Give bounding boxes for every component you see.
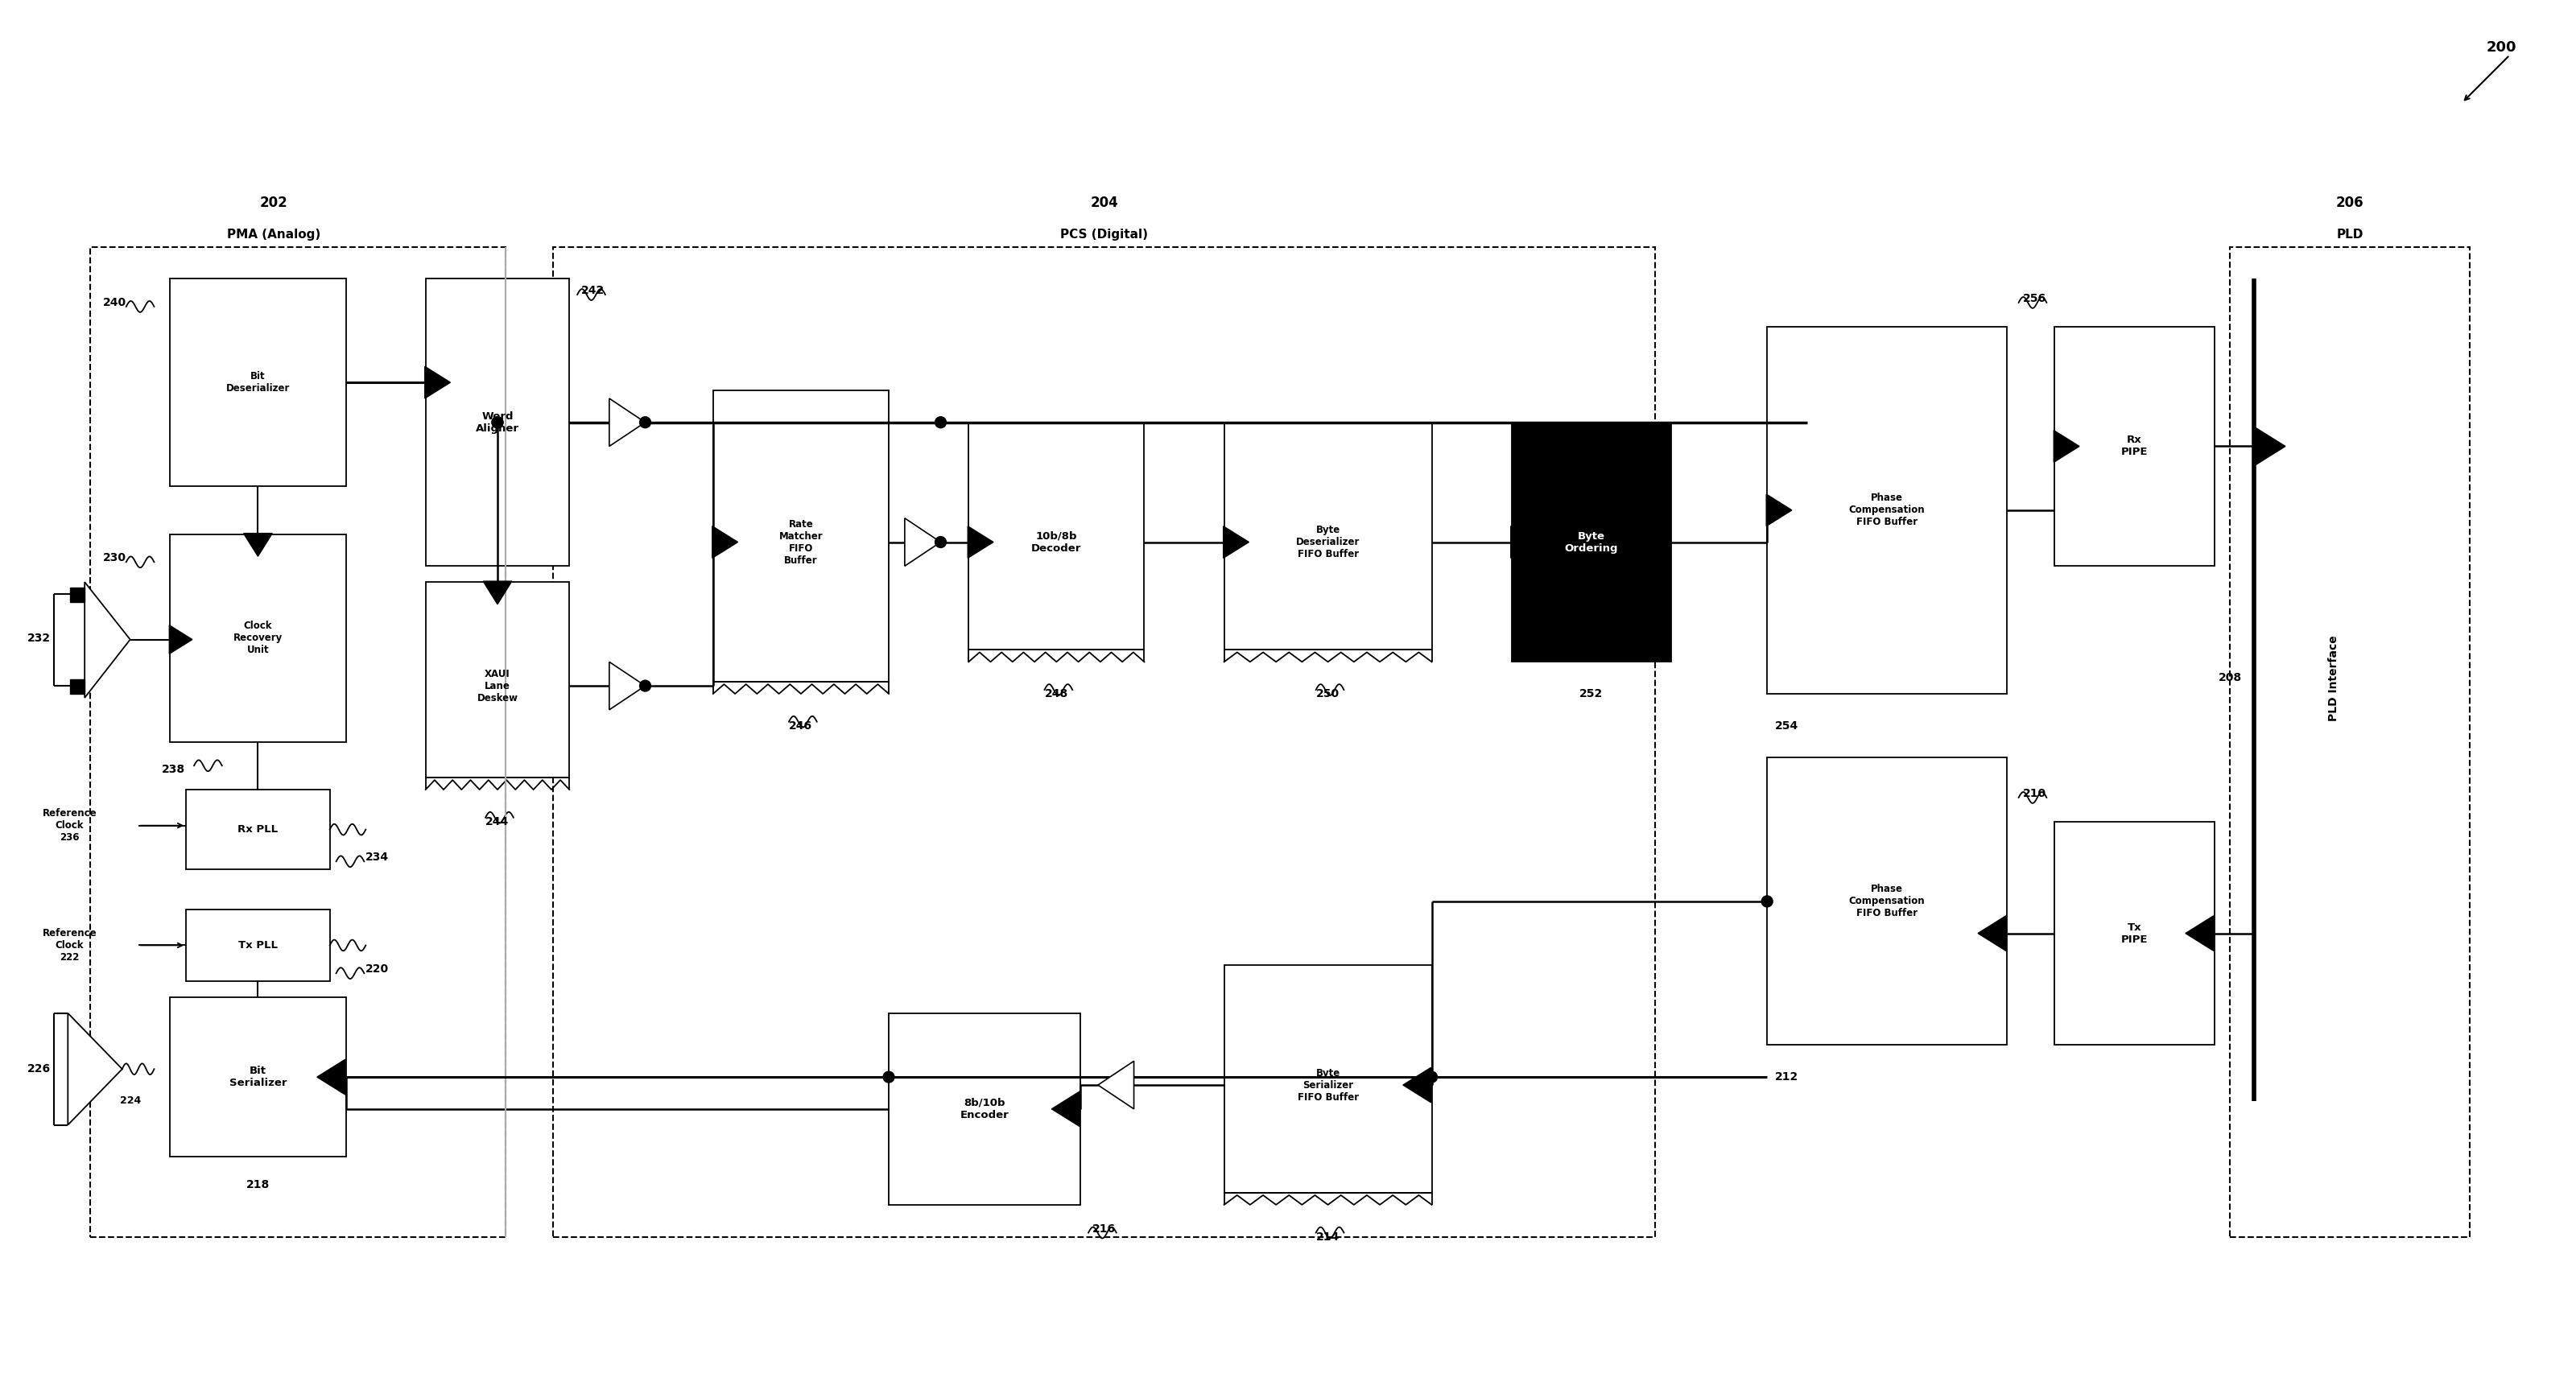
Text: 226: 226 [26, 1063, 52, 1074]
Text: XAUI
Lane
Deskew: XAUI Lane Deskew [477, 668, 518, 703]
Text: 8b/10b
Encoder: 8b/10b Encoder [961, 1098, 1010, 1120]
Polygon shape [317, 1059, 345, 1095]
FancyBboxPatch shape [969, 423, 1144, 650]
Text: 244: 244 [487, 816, 510, 827]
Polygon shape [2184, 916, 2213, 951]
Text: 224: 224 [118, 1096, 142, 1106]
Text: 246: 246 [788, 721, 811, 732]
Text: Bit
Deserializer: Bit Deserializer [227, 371, 291, 394]
FancyBboxPatch shape [170, 997, 345, 1157]
Polygon shape [904, 518, 940, 565]
Polygon shape [1767, 495, 1793, 527]
Circle shape [492, 417, 502, 428]
Text: Tx
PIPE: Tx PIPE [2120, 922, 2148, 945]
FancyBboxPatch shape [714, 391, 889, 682]
Polygon shape [714, 527, 737, 559]
Circle shape [1427, 1071, 1437, 1082]
Circle shape [492, 417, 502, 428]
Text: 204: 204 [1090, 195, 1118, 211]
Text: Rx PLL: Rx PLL [237, 825, 278, 834]
Polygon shape [85, 582, 131, 697]
Text: Word
Aligner: Word Aligner [477, 412, 520, 434]
Text: 206: 206 [2336, 195, 2365, 211]
Text: 202: 202 [260, 195, 289, 211]
Text: 200: 200 [2486, 40, 2517, 54]
Text: 256: 256 [2022, 292, 2045, 305]
Text: Clock
Recovery
Unit: Clock Recovery Unit [234, 621, 283, 656]
Circle shape [935, 536, 945, 547]
FancyBboxPatch shape [889, 1013, 1079, 1204]
Text: Rate
Matcher
FIFO
Buffer: Rate Matcher FIFO Buffer [778, 518, 822, 565]
Text: Byte
Ordering: Byte Ordering [1564, 531, 1618, 553]
FancyBboxPatch shape [2056, 822, 2215, 1045]
Polygon shape [1224, 527, 1249, 559]
Polygon shape [245, 534, 273, 556]
Polygon shape [2254, 427, 2285, 466]
Circle shape [639, 681, 652, 692]
Text: PLD Interface: PLD Interface [2329, 635, 2339, 721]
Polygon shape [67, 1013, 121, 1125]
Text: 242: 242 [582, 286, 605, 297]
Text: 208: 208 [2218, 672, 2241, 683]
FancyBboxPatch shape [1767, 327, 2007, 694]
Polygon shape [1978, 916, 2007, 951]
FancyBboxPatch shape [170, 279, 345, 486]
Text: 220: 220 [366, 963, 389, 974]
Text: Bit
Serializer: Bit Serializer [229, 1066, 286, 1088]
Text: PMA (Analog): PMA (Analog) [227, 229, 319, 241]
Polygon shape [2053, 430, 2079, 463]
Text: PLD: PLD [2336, 229, 2362, 241]
Text: Byte
Deserializer
FIFO Buffer: Byte Deserializer FIFO Buffer [1296, 525, 1360, 560]
Circle shape [639, 417, 652, 428]
Text: PCS (Digital): PCS (Digital) [1061, 229, 1149, 241]
Text: Reference
Clock
222: Reference Clock 222 [41, 929, 98, 963]
Text: 252: 252 [1579, 689, 1602, 700]
Circle shape [884, 1071, 894, 1082]
Polygon shape [425, 366, 451, 398]
Text: Tx PLL: Tx PLL [237, 940, 278, 951]
FancyBboxPatch shape [2056, 327, 2215, 565]
Text: 216: 216 [1092, 1222, 1115, 1235]
Text: 254: 254 [1775, 721, 1798, 732]
Polygon shape [1510, 527, 1535, 559]
FancyBboxPatch shape [425, 279, 569, 565]
FancyBboxPatch shape [1224, 423, 1432, 650]
Bar [70, 679, 85, 694]
Polygon shape [611, 398, 644, 446]
Circle shape [1762, 895, 1772, 906]
Text: 248: 248 [1046, 689, 1069, 700]
Polygon shape [969, 527, 994, 559]
FancyBboxPatch shape [1512, 423, 1672, 663]
Text: 240: 240 [103, 297, 126, 308]
Bar [70, 588, 85, 602]
FancyBboxPatch shape [185, 909, 330, 981]
Text: Reference
Clock
236: Reference Clock 236 [41, 808, 98, 843]
Polygon shape [1097, 1062, 1133, 1109]
Text: 218: 218 [247, 1179, 270, 1191]
Text: 234: 234 [366, 852, 389, 863]
Text: Phase
Compensation
FIFO Buffer: Phase Compensation FIFO Buffer [1850, 884, 1924, 919]
Text: 232: 232 [26, 632, 52, 643]
Text: 230: 230 [103, 553, 126, 564]
Polygon shape [611, 663, 644, 710]
Text: 210: 210 [2022, 789, 2045, 800]
Polygon shape [1051, 1091, 1079, 1127]
Text: 10b/8b
Decoder: 10b/8b Decoder [1030, 531, 1082, 553]
Text: 214: 214 [1316, 1231, 1340, 1242]
Text: 238: 238 [162, 764, 185, 775]
FancyBboxPatch shape [170, 534, 345, 742]
Polygon shape [1404, 1067, 1432, 1103]
Circle shape [935, 417, 945, 428]
Polygon shape [170, 625, 193, 654]
FancyBboxPatch shape [1767, 758, 2007, 1045]
Text: Rx
PIPE: Rx PIPE [2120, 435, 2148, 457]
FancyBboxPatch shape [425, 582, 569, 778]
Text: 212: 212 [1775, 1071, 1798, 1082]
Text: Phase
Compensation
FIFO Buffer: Phase Compensation FIFO Buffer [1850, 493, 1924, 528]
Text: Byte
Serializer
FIFO Buffer: Byte Serializer FIFO Buffer [1298, 1067, 1358, 1102]
Polygon shape [484, 581, 513, 604]
Text: 250: 250 [1316, 689, 1340, 700]
FancyBboxPatch shape [1224, 965, 1432, 1193]
FancyBboxPatch shape [185, 790, 330, 869]
